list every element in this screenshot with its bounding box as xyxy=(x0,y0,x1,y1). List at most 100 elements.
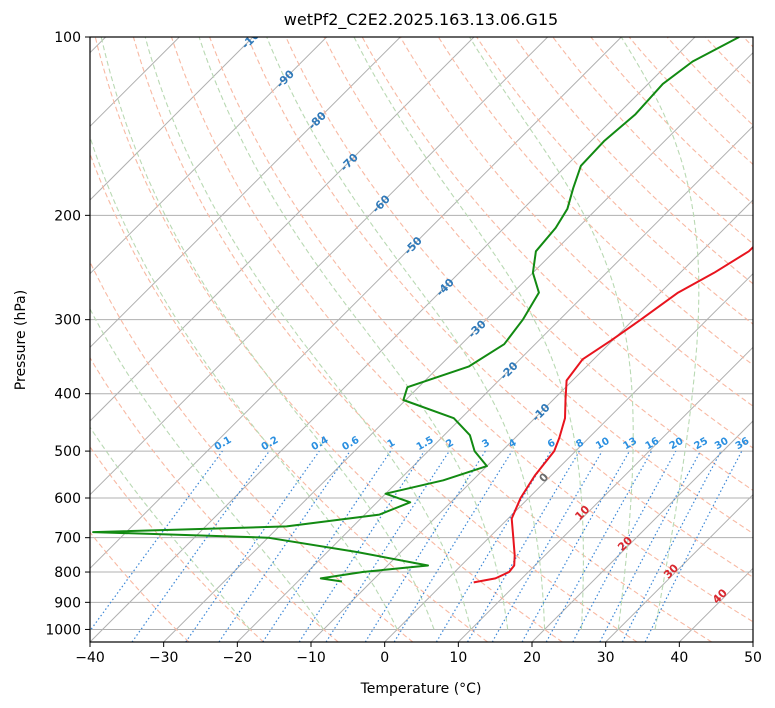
sounding-series xyxy=(92,37,753,584)
mixing-ratio-line xyxy=(325,450,450,642)
dry-adiabat xyxy=(666,37,753,126)
mixing-ratio-lines xyxy=(90,450,743,642)
dry-adiabat xyxy=(90,152,488,642)
isotherm-line xyxy=(384,272,753,642)
dry-adiabat xyxy=(90,531,190,642)
mixing-ratio-line xyxy=(298,450,425,642)
moist-adiabat xyxy=(100,37,435,630)
mixing-ratio-label: 1.5 xyxy=(415,435,436,453)
dry-adiabat xyxy=(437,37,753,366)
mixing-ratio-label: 4 xyxy=(507,437,519,450)
dry-adiabat xyxy=(170,37,712,642)
temperature-line xyxy=(473,245,753,584)
moist-adiabat xyxy=(620,37,700,630)
dry-adiabat xyxy=(94,37,563,642)
mixing-ratio-line xyxy=(131,450,270,642)
mixing-ratio-label: 20 xyxy=(668,436,686,453)
dry-adiabat xyxy=(323,37,753,492)
isotherm-line xyxy=(90,37,549,496)
isotherm-line xyxy=(90,37,475,422)
isotherm-label: -60 xyxy=(370,192,393,215)
mixing-ratio-line xyxy=(572,450,677,642)
isotherm-labels: -100-90-80-70-60-50-40-30-20-10 xyxy=(239,37,553,424)
moist-adiabat xyxy=(266,37,546,630)
isotherm-line xyxy=(90,37,254,201)
y-tick-label: 100 xyxy=(54,30,81,46)
mixing-ratio-label: 8 xyxy=(574,437,586,450)
dry-adiabat xyxy=(399,37,753,407)
mixing-ratio-line xyxy=(521,450,631,642)
isotherm-line xyxy=(752,641,753,642)
curve-label: 10 xyxy=(572,503,592,523)
dry-adiabat xyxy=(552,37,753,245)
dry-adiabat xyxy=(743,37,753,48)
mixing-ratio-line xyxy=(621,450,722,642)
y-tick-label: 300 xyxy=(54,313,81,329)
x-tick-label: 30 xyxy=(597,650,615,666)
mixing-ratio-label: 30 xyxy=(713,436,731,453)
pressure-gridlines xyxy=(90,37,753,630)
isotherm-line xyxy=(90,37,622,570)
x-tick-label: 20 xyxy=(523,650,541,666)
moist-adiabat xyxy=(198,37,509,630)
dry-adiabat xyxy=(209,37,753,623)
mixing-ratio-label: 6 xyxy=(546,437,558,450)
mixing-ratio-label: 0.4 xyxy=(310,435,331,453)
mixing-ratio-line xyxy=(262,450,392,642)
chart-title: wetPf2_C2E2.2025.163.13.06.G15 xyxy=(284,10,558,30)
moist-adiabat xyxy=(90,135,398,630)
dry-adiabat xyxy=(285,37,753,535)
dry-adiabat xyxy=(514,37,753,285)
mixing-ratio-line xyxy=(90,450,223,632)
dry-adiabats xyxy=(90,37,753,642)
y-tick-label: 600 xyxy=(54,491,81,507)
isotherm-line xyxy=(310,199,753,642)
isotherm-line xyxy=(457,346,753,642)
isotherm-label: -30 xyxy=(466,317,489,340)
mixing-ratio-line xyxy=(218,450,351,642)
moist-adiabats xyxy=(90,37,700,630)
x-tick-label: 50 xyxy=(744,650,762,666)
isotherm-line xyxy=(90,37,401,349)
y-axis-label: Pressure (hPa) xyxy=(13,290,29,390)
y-tick-label: 1000 xyxy=(45,622,81,638)
plot-frame xyxy=(89,36,754,643)
mixing-ratio-line xyxy=(466,450,580,642)
moist-adiabat xyxy=(90,426,251,630)
mixing-ratio-label: 2 xyxy=(444,437,456,450)
y-tick-label: 500 xyxy=(54,444,81,460)
x-tick-label: −10 xyxy=(296,650,326,666)
mixing-ratio-label: 10 xyxy=(594,436,612,453)
dry-adiabat xyxy=(90,445,264,642)
isotherm-line xyxy=(236,125,753,642)
y-tick-label: 700 xyxy=(54,531,81,547)
x-tick-label: 40 xyxy=(670,650,688,666)
plot-area: -100-90-80-70-60-50-40-30-20-10 0.1 0.2 0.… xyxy=(90,37,753,642)
dry-adiabat xyxy=(90,260,414,642)
mixing-ratio-label: 1 xyxy=(386,437,398,450)
isotherm-line xyxy=(163,51,753,642)
mixing-ratio-line xyxy=(644,450,743,642)
curve-label: 20 xyxy=(615,534,635,554)
mixing-ratio-labels: 0.1 0.2 0.4 0.6 1 1.5 2 3 4 6 8 10 13 16 20 25 30 36 xyxy=(213,435,752,453)
x-tick-label: 10 xyxy=(449,650,467,666)
moist-adiabat xyxy=(144,37,472,630)
mixing-ratio-label: 13 xyxy=(621,436,639,453)
dry-adiabat xyxy=(90,356,339,642)
moist-adiabat xyxy=(469,37,634,630)
dry-adiabat xyxy=(361,37,753,449)
y-tick-label: 200 xyxy=(54,208,81,224)
x-axis-label: Temperature (°C) xyxy=(360,681,482,697)
dry-adiabat xyxy=(247,37,753,578)
y-tick-label: 800 xyxy=(54,565,81,581)
isotherm-label: -90 xyxy=(274,67,297,90)
dry-adiabat xyxy=(132,37,638,642)
moist-adiabat xyxy=(90,307,325,630)
x-tick-label: −40 xyxy=(75,650,105,666)
curve-label: 40 xyxy=(710,586,730,606)
mixing-ratio-label: 0.6 xyxy=(340,435,361,453)
mixing-ratio-line xyxy=(599,450,702,642)
mixing-ratio-line xyxy=(545,450,653,642)
isotherm-line xyxy=(605,493,753,642)
